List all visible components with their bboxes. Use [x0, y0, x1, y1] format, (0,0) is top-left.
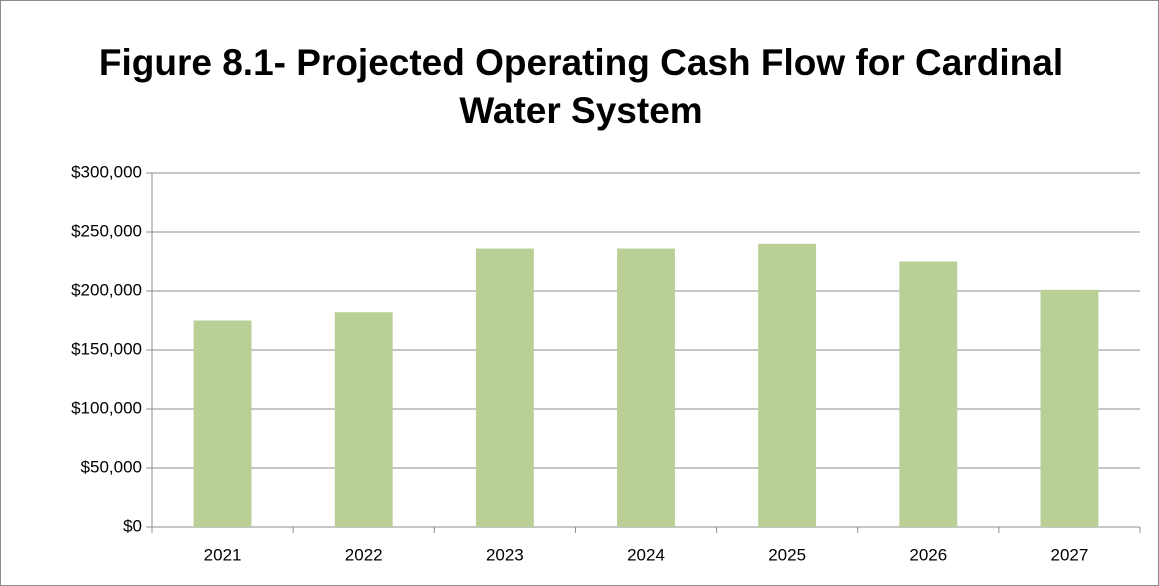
y-tick-label: $100,000: [71, 398, 142, 417]
y-tick-label: $200,000: [71, 280, 142, 299]
y-tick-label: $50,000: [81, 457, 142, 476]
bar: [758, 243, 817, 528]
x-tick-label: 2021: [204, 545, 242, 564]
x-tick-label: 2023: [486, 545, 524, 564]
bar: [617, 248, 675, 527]
y-tick-label: $300,000: [71, 162, 142, 181]
chart-title: Figure 8.1- Projected Operating Cash Flo…: [98, 42, 1064, 131]
bar: [334, 312, 393, 527]
y-tick-label: $250,000: [71, 221, 142, 240]
bar: [1040, 289, 1099, 527]
y-tick-label: $150,000: [71, 339, 142, 358]
bar: [475, 248, 534, 527]
y-tick-label: $0: [123, 516, 142, 535]
bar: [193, 320, 252, 527]
x-tick-label: 2026: [909, 545, 947, 564]
x-tick-label: 2024: [627, 545, 665, 564]
bar: [899, 261, 958, 527]
x-tick-label: 2025: [768, 545, 806, 564]
x-tick-label: 2022: [345, 545, 383, 564]
x-tick-label: 2027: [1051, 545, 1089, 564]
